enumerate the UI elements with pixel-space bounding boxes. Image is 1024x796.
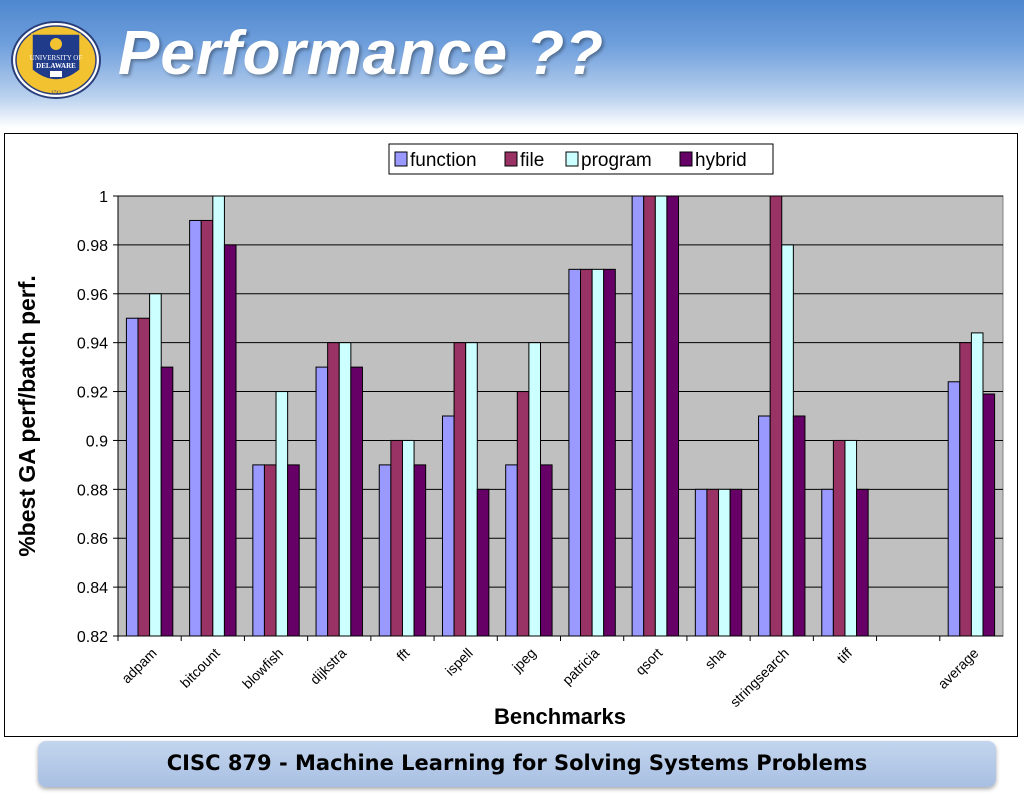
bar-function-stringsearch xyxy=(758,415,771,637)
y-tick-label: 0.94 xyxy=(77,336,108,353)
bar-hybrid-stringsearch xyxy=(792,415,806,637)
bar-function-qsort xyxy=(631,195,645,637)
legend-label-file: file xyxy=(520,150,544,171)
bar-hybrid-blowfish xyxy=(287,464,300,637)
bar-hybrid-sha xyxy=(729,488,743,637)
y-tick-label: 0.92 xyxy=(77,385,108,402)
bar-function-dijkstra xyxy=(315,366,329,637)
bar-file-qsort xyxy=(643,195,656,637)
bar-program-bitcount xyxy=(212,195,225,637)
x-tick-label: adpam xyxy=(118,645,160,687)
bar-file-adpam xyxy=(137,317,151,637)
bar-program-dijkstra xyxy=(338,342,352,637)
bar-file-jpeg xyxy=(516,391,530,637)
bar-file-dijkstra xyxy=(327,342,340,637)
x-tick-label: blowfish xyxy=(239,645,286,692)
y-tick-label: 0.82 xyxy=(77,629,108,646)
bar-program-jpeg xyxy=(528,342,541,637)
y-tick-label: 0.96 xyxy=(77,287,108,304)
bar-function-ispell xyxy=(441,415,455,637)
legend-label-program: program xyxy=(581,150,652,171)
legend-swatch-program xyxy=(565,151,579,167)
legend-label-function: function xyxy=(410,150,477,171)
y-tick-label: 0.88 xyxy=(77,482,108,499)
slide-header: UNIVERSITY OF DELAWARE 1743 Performance … xyxy=(0,0,1024,128)
legend-swatch-function xyxy=(394,151,408,167)
page-title: Performance ?? xyxy=(118,19,605,88)
bar-function-patricia xyxy=(568,268,582,637)
bar-program-tiff xyxy=(844,439,858,637)
y-axis-title: %best GA perf/batch perf. xyxy=(14,275,40,557)
bar-function-jpeg xyxy=(505,464,518,637)
x-tick-label: fft xyxy=(393,645,412,664)
bar-program-blowfish xyxy=(275,391,289,637)
university-seal-logo: UNIVERSITY OF DELAWARE 1743 xyxy=(11,21,101,99)
y-tick-label: 0.86 xyxy=(77,531,108,548)
bar-program-adpam xyxy=(149,293,162,637)
bar-file-ispell xyxy=(453,342,467,637)
chart-frame: 0.82 0.84 0.86 0.88 0.9 0.92 0.94 0.96 0.98 1 adpa… xyxy=(4,133,1018,737)
bar-file-fft xyxy=(390,439,403,637)
x-tick-label: patricia xyxy=(559,645,602,688)
legend xyxy=(388,143,774,175)
x-tick-label: sha xyxy=(701,645,728,672)
bar-function-blowfish xyxy=(252,464,265,637)
x-tick-label: tiff xyxy=(833,645,855,667)
footer-bar: CISC 879 - Machine Learning for Solving … xyxy=(38,741,996,787)
footer-text: CISC 879 - Machine Learning for Solving … xyxy=(166,751,868,775)
x-tick-label: jpeg xyxy=(508,645,539,676)
logo-line2: DELAWARE xyxy=(36,62,76,70)
bar-function-bitcount xyxy=(189,219,202,637)
bar-function-adpam xyxy=(125,317,139,637)
bar-file-bitcount xyxy=(200,219,214,637)
bar-chart: 0.82 0.84 0.86 0.88 0.9 0.92 0.94 0.96 0.98 1 adpa… xyxy=(14,143,1004,729)
bar-hybrid-tiff xyxy=(856,488,869,637)
bar-function-tiff xyxy=(821,488,834,637)
bar-program-average xyxy=(970,332,984,637)
bar-hybrid-adpam xyxy=(160,366,174,637)
bar-file-tiff xyxy=(832,439,846,637)
bar-file-blowfish xyxy=(263,464,277,637)
x-tick-label: average xyxy=(934,645,981,692)
legend-label-hybrid: hybrid xyxy=(695,150,747,171)
y-tick-label: 0.98 xyxy=(77,238,108,255)
bar-hybrid-average xyxy=(982,393,996,637)
bar-function-average xyxy=(947,381,961,637)
bar-hybrid-bitcount xyxy=(223,244,237,637)
logo-year: 1743 xyxy=(51,91,62,96)
bar-hybrid-fft xyxy=(413,464,427,637)
bar-file-patricia xyxy=(580,268,593,637)
bar-program-sha xyxy=(718,488,731,637)
bar-program-qsort xyxy=(654,195,668,637)
bar-program-stringsearch xyxy=(781,244,794,637)
bar-file-average xyxy=(959,342,972,637)
bar-file-stringsearch xyxy=(769,195,783,637)
x-tick-label: stringsearch xyxy=(727,645,792,710)
bar-program-ispell xyxy=(465,342,478,637)
x-tick-label: dijkstra xyxy=(307,645,350,688)
plot-area xyxy=(117,195,1004,637)
y-tick-label: 0.9 xyxy=(86,433,108,450)
bar-program-fft xyxy=(401,439,415,637)
x-axis-title: Benchmarks xyxy=(494,704,626,729)
x-tick-label: qsort xyxy=(632,645,665,678)
bar-hybrid-qsort xyxy=(666,195,680,637)
bar-hybrid-dijkstra xyxy=(350,366,363,637)
legend-swatch-hybrid xyxy=(679,151,693,167)
bar-function-sha xyxy=(694,488,708,637)
logo-line1: UNIVERSITY OF xyxy=(30,54,83,62)
bar-file-sha xyxy=(706,488,720,637)
y-tick-label: 0.84 xyxy=(77,580,108,597)
legend-swatch-file xyxy=(504,151,518,167)
x-tick-label: bitcount xyxy=(177,645,223,691)
x-tick-label: ispell xyxy=(442,645,476,679)
bar-hybrid-ispell xyxy=(476,488,490,637)
y-tick-label: 1 xyxy=(99,189,108,206)
bar-program-patricia xyxy=(591,268,605,637)
bar-hybrid-patricia xyxy=(603,268,616,637)
bar-function-fft xyxy=(378,464,392,637)
bar-hybrid-jpeg xyxy=(539,464,553,637)
